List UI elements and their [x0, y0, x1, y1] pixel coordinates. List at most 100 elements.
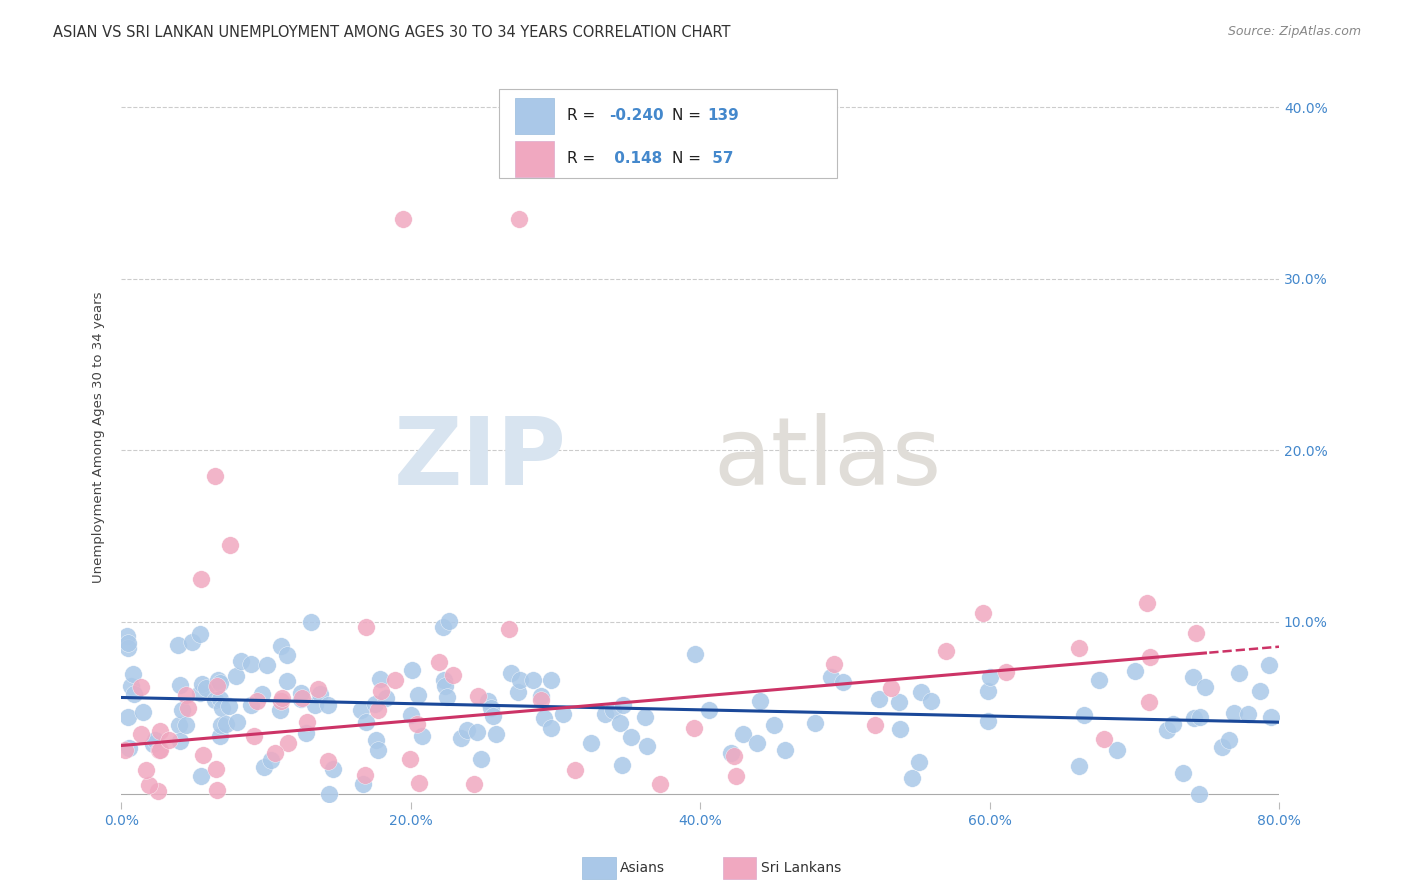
Point	[1156, 723, 1178, 738]
Point	[1161, 717, 1184, 731]
Point	[1194, 680, 1216, 694]
Point	[482, 708, 505, 723]
Point	[270, 693, 292, 707]
Point	[479, 701, 502, 715]
Point	[1073, 708, 1095, 723]
Point	[167, 718, 190, 732]
Point	[269, 703, 291, 717]
Point	[209, 692, 232, 706]
Point	[1107, 743, 1129, 757]
Point	[506, 684, 529, 698]
Point	[253, 760, 276, 774]
Point	[218, 538, 240, 552]
Point	[485, 727, 508, 741]
Point	[1188, 787, 1211, 801]
Point	[307, 682, 329, 697]
Point	[131, 680, 153, 694]
Point	[370, 683, 392, 698]
Point	[1171, 765, 1194, 780]
Point	[745, 736, 768, 750]
Point	[636, 739, 658, 754]
Point	[762, 718, 785, 732]
Point	[169, 678, 191, 692]
Point	[1092, 732, 1115, 747]
Point	[910, 685, 932, 699]
Point	[114, 743, 136, 757]
Point	[749, 694, 772, 708]
Point	[1227, 666, 1250, 681]
Point	[593, 706, 616, 721]
Point	[117, 635, 139, 649]
Point	[731, 727, 754, 741]
Point	[218, 698, 240, 713]
Text: N =: N =	[672, 109, 706, 123]
Y-axis label: Unemployment Among Ages 30 to 34 years: Unemployment Among Ages 30 to 34 years	[93, 292, 105, 583]
Point	[117, 710, 139, 724]
Point	[401, 708, 423, 723]
Point	[450, 731, 472, 745]
Point	[470, 751, 492, 765]
Point	[374, 691, 396, 706]
Point	[463, 777, 485, 791]
Point	[408, 688, 430, 702]
Point	[685, 647, 707, 661]
Point	[979, 670, 1001, 684]
Point	[367, 743, 389, 757]
Point	[433, 673, 456, 688]
Point	[143, 733, 166, 747]
Point	[309, 687, 332, 701]
Point	[291, 691, 314, 706]
Point	[250, 687, 273, 701]
Point	[1088, 673, 1111, 687]
Point	[366, 733, 388, 747]
Point	[579, 736, 602, 750]
Point	[887, 695, 910, 709]
Point	[209, 729, 232, 743]
Point	[149, 724, 172, 739]
Point	[209, 717, 232, 731]
Point	[880, 681, 903, 695]
Point	[207, 673, 229, 687]
Text: Asians: Asians	[620, 861, 665, 875]
Point	[612, 698, 634, 713]
Point	[215, 717, 238, 731]
Point	[191, 677, 214, 691]
Point	[650, 777, 672, 791]
Point	[477, 694, 499, 708]
Point	[242, 729, 264, 743]
Point	[354, 620, 377, 634]
Text: 57: 57	[707, 152, 734, 166]
Text: 139: 139	[707, 109, 740, 123]
Point	[602, 703, 624, 717]
Point	[354, 768, 377, 782]
Point	[441, 668, 464, 682]
Point	[399, 752, 422, 766]
Point	[467, 689, 489, 703]
Point	[935, 644, 957, 658]
Point	[299, 615, 322, 629]
Point	[868, 691, 890, 706]
Point	[1139, 649, 1161, 664]
Point	[174, 717, 197, 731]
Point	[972, 606, 994, 620]
Point	[384, 673, 406, 687]
Point	[122, 687, 145, 701]
Point	[612, 758, 634, 772]
Point	[142, 737, 165, 751]
Point	[368, 672, 391, 686]
Point	[204, 692, 226, 706]
Point	[239, 657, 262, 671]
Point	[118, 741, 141, 756]
Point	[1249, 684, 1271, 698]
Point	[138, 778, 160, 792]
Point	[832, 674, 855, 689]
Text: Source: ZipAtlas.com: Source: ZipAtlas.com	[1227, 25, 1361, 38]
Point	[1184, 626, 1206, 640]
Point	[117, 640, 139, 655]
Point	[190, 627, 212, 641]
Point	[211, 700, 233, 714]
Point	[533, 711, 555, 725]
Point	[295, 725, 318, 739]
Point	[208, 675, 231, 690]
Point	[540, 673, 562, 687]
